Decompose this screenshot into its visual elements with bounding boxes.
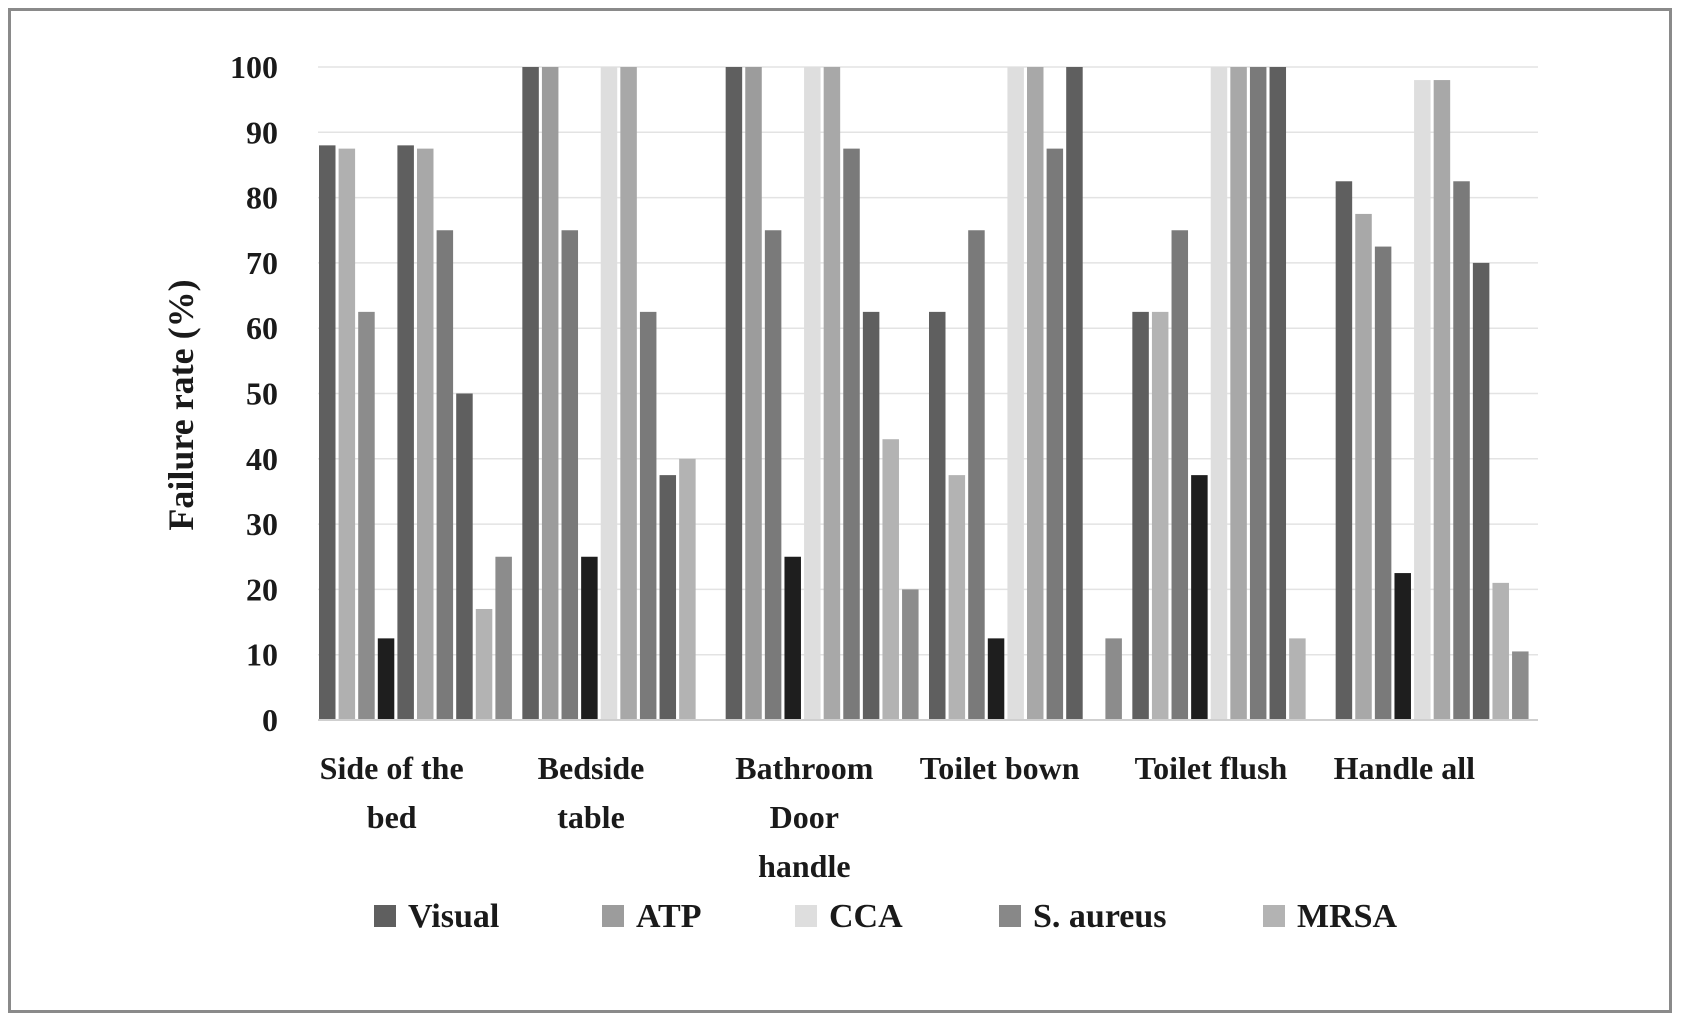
bar bbox=[764, 230, 782, 720]
bar bbox=[929, 311, 946, 720]
bar bbox=[659, 475, 677, 720]
bar bbox=[1151, 311, 1169, 720]
x-category-label: Side of the bbox=[320, 750, 464, 786]
x-axis-categories: Side of the bed Bedside table Bathroom Door ha… bbox=[320, 750, 1475, 884]
bar bbox=[1355, 213, 1372, 721]
bar bbox=[1374, 246, 1392, 720]
y-tick-label: 70 bbox=[246, 245, 278, 281]
y-tick-label: 30 bbox=[246, 506, 278, 542]
bar bbox=[1512, 651, 1529, 720]
bar bbox=[987, 638, 1005, 720]
bar bbox=[1269, 67, 1287, 720]
legend-swatch bbox=[374, 905, 396, 927]
y-axis-label: Failure rate (%) bbox=[161, 279, 201, 530]
bar bbox=[620, 67, 637, 720]
legend: Visual ATP CCA S. aureus MRSA bbox=[374, 898, 1398, 935]
grid-lines bbox=[318, 66, 1538, 656]
bar bbox=[1433, 80, 1451, 720]
bar bbox=[338, 148, 356, 720]
y-tick-label: 60 bbox=[246, 310, 278, 346]
bar bbox=[1230, 67, 1247, 720]
x-category-label: Bathroom bbox=[735, 750, 873, 786]
legend-label: MRSA bbox=[1297, 898, 1398, 935]
legend-swatch bbox=[602, 905, 624, 927]
legend-label: CCA bbox=[829, 898, 903, 935]
bar bbox=[377, 638, 395, 720]
bar bbox=[902, 589, 919, 720]
bar bbox=[1289, 638, 1306, 720]
bar bbox=[397, 145, 414, 721]
legend-swatch bbox=[1263, 905, 1285, 927]
y-tick-label: 100 bbox=[230, 49, 278, 85]
x-category-label: Door bbox=[770, 799, 839, 835]
x-category-label: table bbox=[557, 799, 625, 835]
bar bbox=[639, 311, 657, 720]
x-category-label: Bedside bbox=[538, 750, 645, 786]
bar bbox=[1027, 67, 1044, 720]
bars bbox=[319, 67, 1529, 721]
bar bbox=[1472, 262, 1490, 720]
y-tick-label: 90 bbox=[246, 114, 278, 150]
bar bbox=[1394, 573, 1411, 720]
bar bbox=[1171, 230, 1189, 720]
bar bbox=[1210, 67, 1228, 720]
bar bbox=[1453, 181, 1470, 720]
bar bbox=[436, 230, 454, 720]
x-category-label: Toilet flush bbox=[1135, 750, 1288, 786]
bar bbox=[495, 556, 512, 720]
bar bbox=[745, 67, 762, 720]
bar bbox=[679, 458, 696, 720]
bar bbox=[784, 556, 801, 720]
bar bbox=[600, 67, 618, 720]
bar bbox=[1007, 67, 1024, 720]
bar bbox=[456, 393, 473, 720]
bar bbox=[1046, 148, 1064, 720]
legend-label: S. aureus bbox=[1033, 898, 1167, 935]
legend-label: ATP bbox=[636, 898, 701, 935]
bar bbox=[1191, 475, 1208, 720]
y-tick-label: 0 bbox=[262, 702, 278, 738]
bar bbox=[1132, 311, 1149, 720]
bar bbox=[1249, 67, 1267, 720]
y-tick-label: 20 bbox=[246, 571, 278, 607]
bar bbox=[358, 311, 375, 720]
bar bbox=[843, 148, 860, 720]
x-category-label: Handle all bbox=[1334, 750, 1475, 786]
x-category-label: handle bbox=[758, 848, 850, 884]
bar bbox=[725, 67, 743, 720]
bar bbox=[581, 556, 598, 720]
bar bbox=[319, 145, 336, 721]
legend-swatch bbox=[999, 905, 1021, 927]
bar bbox=[823, 67, 841, 720]
bar bbox=[804, 67, 821, 720]
bar bbox=[1066, 67, 1083, 720]
y-tick-label: 80 bbox=[246, 180, 278, 216]
bar bbox=[882, 439, 899, 720]
bar bbox=[541, 67, 559, 720]
y-tick-label: 50 bbox=[246, 376, 278, 412]
bar bbox=[968, 230, 985, 720]
y-axis-ticks: 0 10 20 30 40 50 60 70 80 90 100 bbox=[230, 49, 278, 738]
bar bbox=[948, 475, 966, 720]
legend-swatch bbox=[795, 905, 817, 927]
bar bbox=[862, 311, 880, 720]
legend-label: Visual bbox=[408, 898, 499, 935]
bar bbox=[1105, 638, 1122, 720]
bar bbox=[561, 230, 579, 720]
y-tick-label: 10 bbox=[246, 637, 278, 673]
bar bbox=[522, 67, 539, 720]
x-category-label: bed bbox=[367, 799, 417, 835]
bar bbox=[475, 608, 493, 720]
bar bbox=[1414, 80, 1431, 720]
bar bbox=[1492, 582, 1509, 720]
bar bbox=[417, 148, 434, 720]
y-tick-label: 40 bbox=[246, 441, 278, 477]
x-category-label: Toilet bown bbox=[920, 750, 1080, 786]
bar bbox=[1335, 181, 1353, 720]
